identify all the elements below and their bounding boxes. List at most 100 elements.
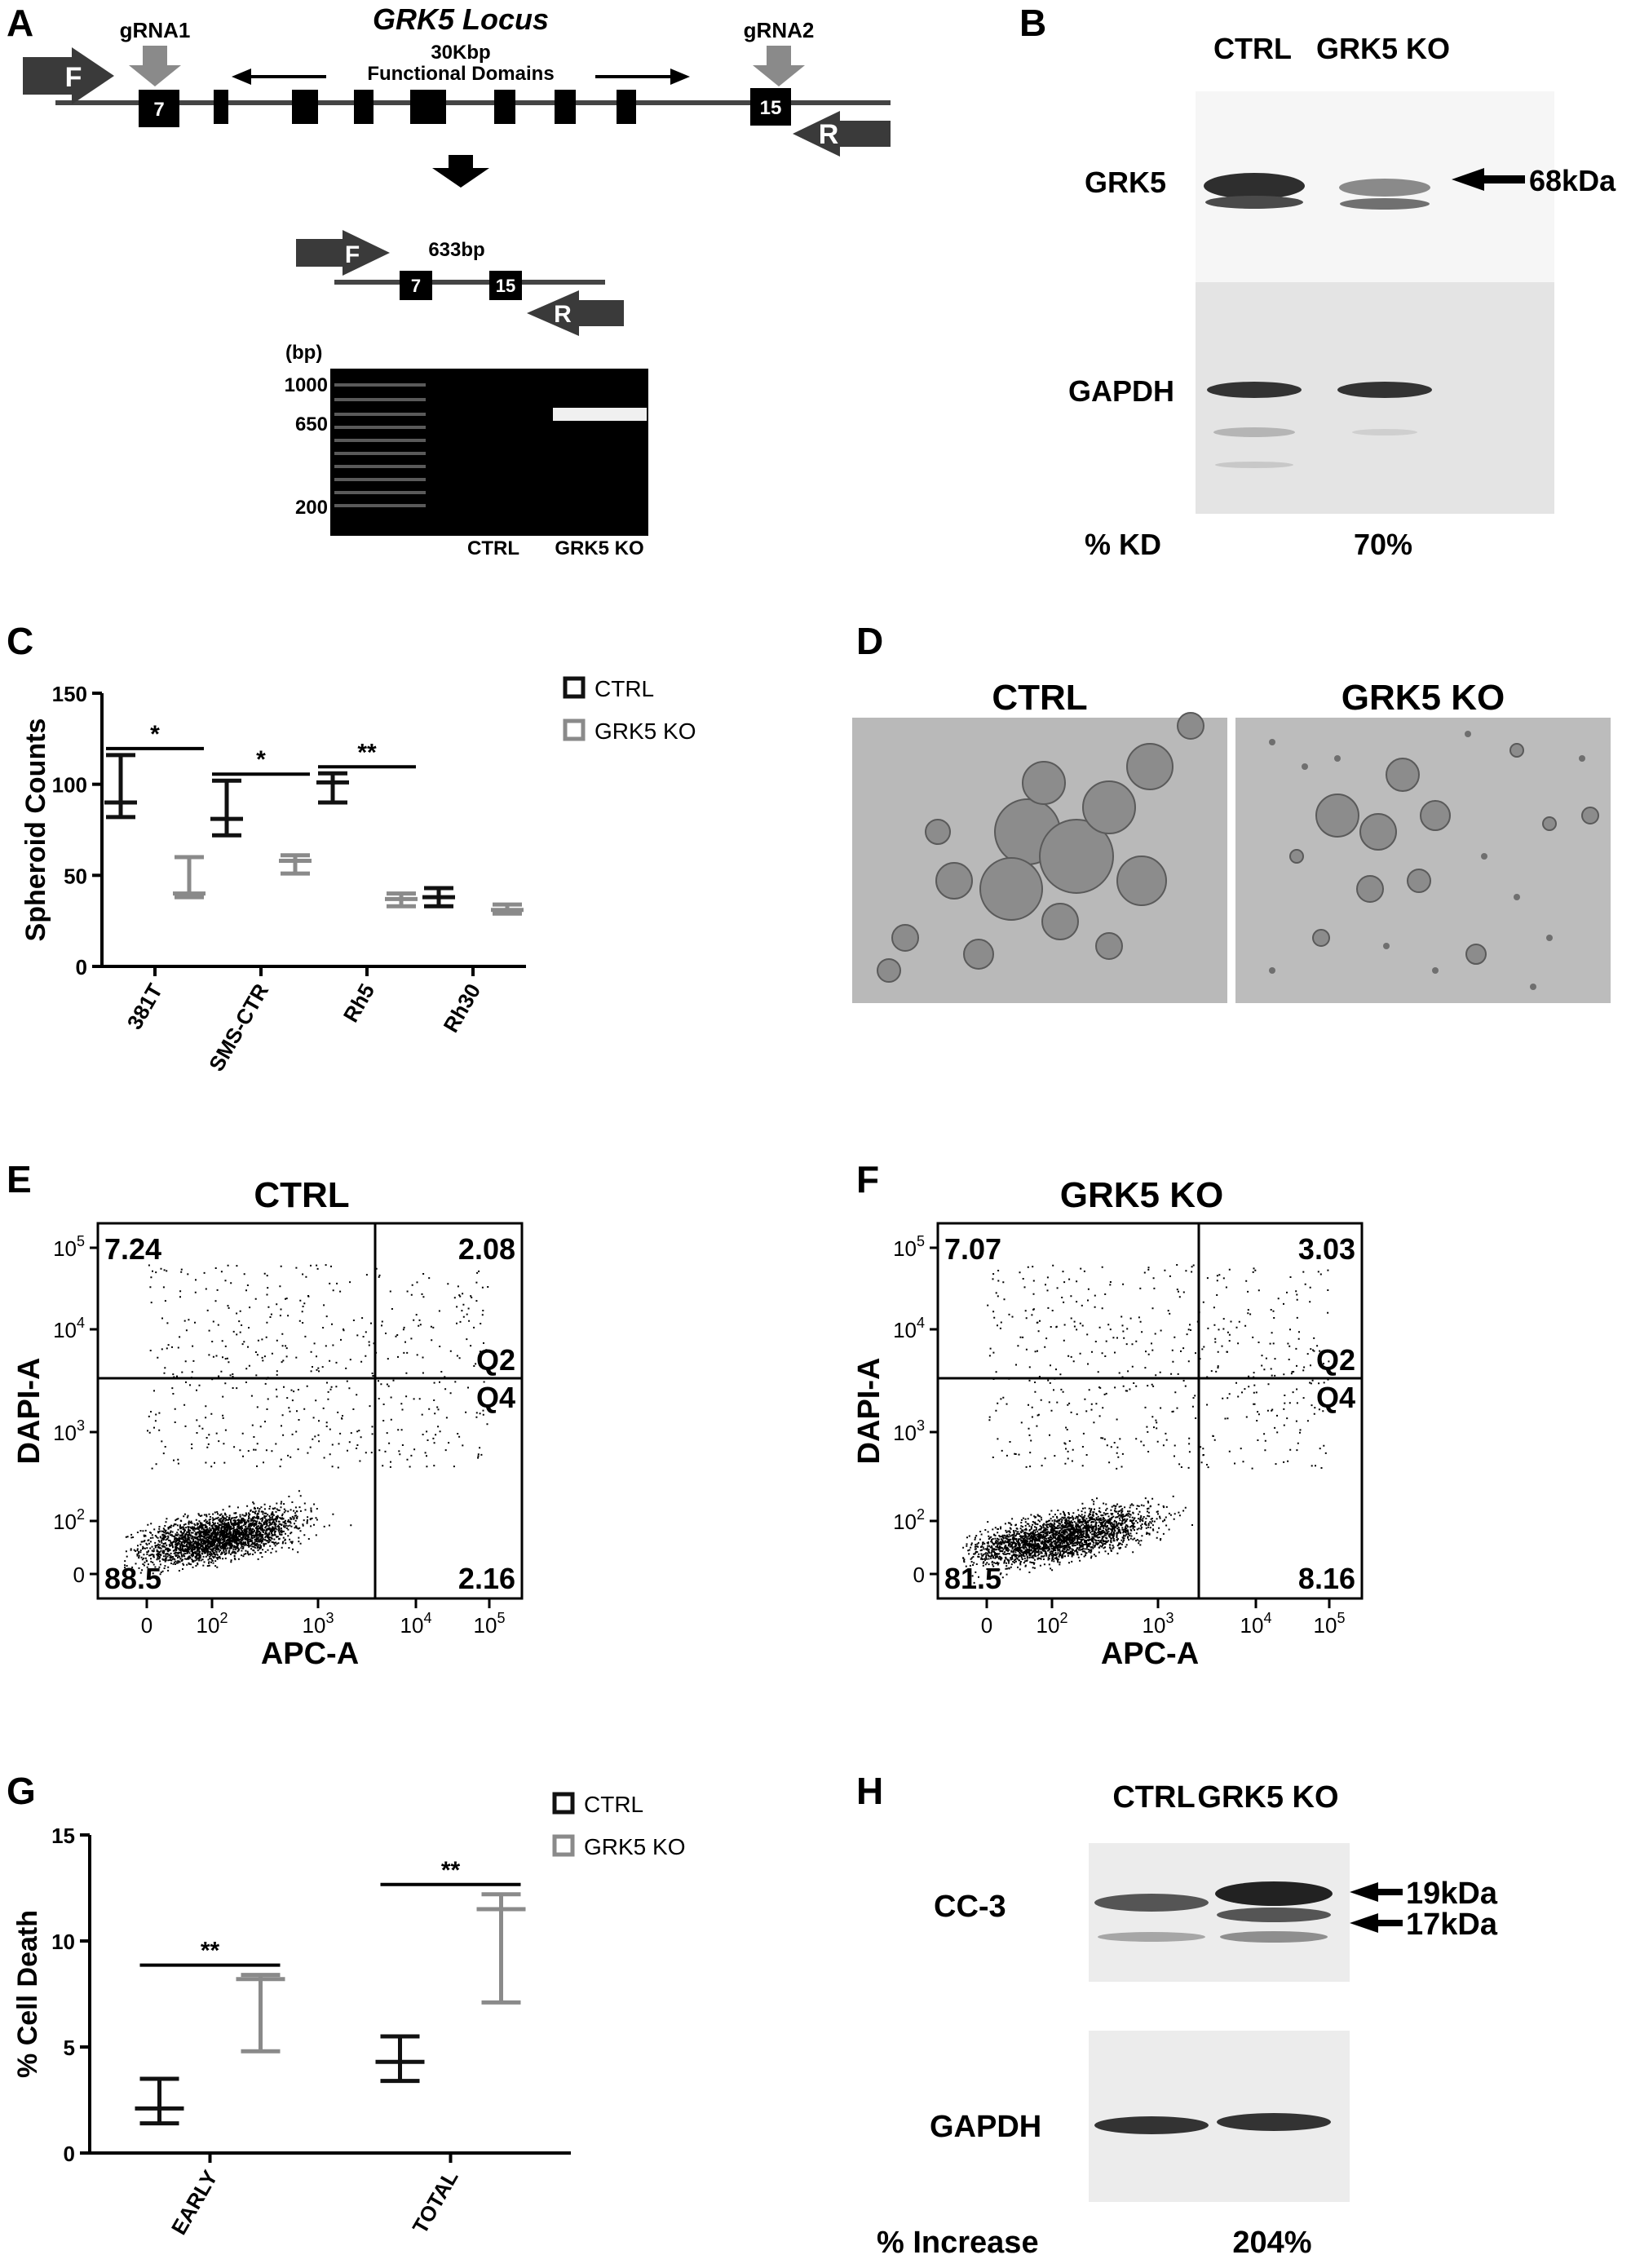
flow-f-x-tick-label: 104: [1240, 1610, 1272, 1638]
flow-e-x-tick-label: 105: [474, 1610, 506, 1638]
flow-e-events: [124, 1264, 489, 1576]
primer-f-arrow-2: [296, 230, 390, 276]
panel-f: F GRK5 KO 7.07 3.03 81.5 8.16 Q2 Q4 APC-…: [852, 1158, 1364, 1671]
chart-g-legend-label: GRK5 KO: [584, 1834, 685, 1859]
flow-f-ylabel: DAPI-A: [852, 1358, 886, 1465]
marker-arrow-17: [1350, 1913, 1403, 1933]
flow-f-gate-q2: Q2: [1316, 1343, 1355, 1377]
increase-label: % Increase: [877, 2226, 1039, 2260]
chart-c-errorbar-ko: [491, 902, 524, 916]
flow-e-q1: 7.24: [104, 1232, 161, 1266]
flow-e-x-tick-label: 103: [303, 1610, 334, 1638]
exon-block: [617, 90, 636, 124]
chart-g-y-tick-label: 15: [51, 1824, 75, 1848]
product-size: 633bp: [428, 239, 484, 261]
chart-g-category-label: TOTAL: [408, 2166, 463, 2238]
chart-c-errorbar-ctrl: [210, 778, 243, 838]
flow-e-title: CTRL: [254, 1175, 349, 1215]
marker-19kda: 19kDa: [1406, 1877, 1498, 1911]
chart-c-legend-swatch: [563, 718, 586, 741]
exon-block: [214, 90, 228, 124]
gel-lane-ctrl: CTRL: [467, 537, 519, 559]
primer-r-label-2: R: [554, 301, 572, 328]
blot-h-lane-ko: GRK5 KO: [1197, 1780, 1338, 1815]
chart-g-category-label: EARLY: [166, 2166, 223, 2239]
chart-c-legend-swatch: [563, 676, 586, 699]
ladder-200: 200: [295, 497, 328, 519]
gel-unit: (bp): [285, 342, 322, 364]
chart-c-errorbar-ko: [279, 853, 312, 876]
flow-f-y-tick-label: 102: [893, 1506, 925, 1534]
kd-value: 70%: [1354, 528, 1412, 561]
panel-e: E CTRL 7.24 2.08 88.5 2.16 Q2 Q4 APC-A D…: [7, 1158, 524, 1671]
chart-g-errorbar-ctrl: [375, 2034, 425, 2084]
flow-f-xlabel: APC-A: [1101, 1637, 1199, 1671]
chart-g-sig-mark: **: [441, 1857, 461, 1884]
flow-e-y-tick-label: 105: [53, 1233, 85, 1261]
chart-g-y-label: % Cell Death: [12, 1910, 43, 2078]
marker-arrow-19: [1350, 1882, 1403, 1902]
flow-f-events: [962, 1264, 1330, 1584]
primer-f-label-2: F: [345, 241, 360, 268]
flow-f-x-tick-label: 102: [1037, 1610, 1068, 1638]
panel-letter-c: C: [7, 620, 33, 662]
exon-7: [139, 90, 179, 127]
marker-17kda: 17kDa: [1406, 1908, 1498, 1942]
exon-15-deleted-label: 15: [496, 276, 515, 296]
grna2-arrow: [753, 46, 805, 86]
chart-g-y-tick-label: 10: [51, 1930, 75, 1954]
chart-c-errorbar-ctrl: [422, 886, 455, 909]
panel-letter-b: B: [1019, 2, 1046, 44]
blot-b-row-grk5: GRK5: [1085, 166, 1166, 199]
chart-c-y-tick-label: 100: [52, 773, 87, 798]
panel-letter-g: G: [7, 1770, 36, 1812]
exon-15: [750, 88, 791, 126]
flow-f-y-tick-label: 103: [893, 1417, 925, 1445]
chart-c-category-label: Rh5: [338, 979, 380, 1027]
chart-c-y-label: Spheroid Counts: [20, 718, 51, 942]
panel-a: A F gRNA1 7 15 GRK5 Locus 30Kbp Function…: [7, 2, 891, 559]
exon-15-deleted: [489, 271, 522, 300]
primer-r-label: R: [819, 119, 839, 150]
blot-h-lane-ctrl: CTRL: [1112, 1780, 1195, 1815]
flow-f-gate-q4: Q4: [1316, 1381, 1355, 1414]
chart-c-category-label: SMS-CTR: [204, 979, 273, 1076]
chart-c-errorbar-ctrl: [104, 753, 137, 820]
blot-b-lane-ctrl: CTRL: [1213, 32, 1292, 65]
chart-g-errorbar-ko: [236, 1973, 285, 2054]
flow-e-x-tick-label: 0: [141, 1613, 152, 1638]
chart-g-legend-swatch: [552, 1792, 575, 1815]
flow-f-y-tick-label: 105: [893, 1233, 925, 1261]
spheroid-title-ctrl: CTRL: [992, 678, 1087, 718]
exon-block: [494, 90, 515, 124]
chart-g-sig-mark: **: [201, 1938, 220, 1965]
chart-c-errorbar-ctrl: [316, 771, 349, 805]
flow-e-y-tick-label: 102: [53, 1506, 85, 1534]
panel-letter-d: D: [856, 620, 883, 662]
chart-c-sig-mark: *: [256, 746, 266, 773]
flow-e-y-tick-label: 0: [73, 1563, 85, 1587]
grna2-label: gRNA2: [744, 18, 815, 42]
gapdh-blot-h: [1089, 2031, 1350, 2202]
chart-c-legend-label: CTRL: [594, 676, 654, 701]
panel-g: G 0 5 10 15 % Cell Death EARLY ** TOTAL ** CTRL GR…: [7, 1770, 685, 2239]
spheroid-image-ctrl: [852, 712, 1227, 1003]
flow-e-x-tick-label: 102: [197, 1610, 228, 1638]
flow-f-q4: 8.16: [1298, 1562, 1355, 1595]
exon-block: [354, 90, 373, 124]
locus-title: GRK5 Locus: [373, 2, 549, 36]
flow-f-q2: 3.03: [1298, 1232, 1355, 1266]
spheroid-title-ko: GRK5 KO: [1341, 678, 1505, 718]
ladder-1000: 1000: [285, 374, 328, 396]
panel-h: H CTRL GRK5 KO CC-3 GAPDH 19kDa 17kDa % …: [856, 1770, 1498, 2260]
marker-68kda: 68kDa: [1529, 164, 1616, 197]
chart-g-y-tick-label: 0: [64, 2142, 75, 2166]
exon-7-deleted: [400, 271, 432, 300]
flow-f-y-tick-label: 0: [913, 1563, 925, 1587]
exon-block: [410, 90, 446, 124]
flow-f-plot-area: [936, 1222, 1364, 1600]
exon-15-label: 15: [760, 97, 782, 119]
chart-c-errorbar-ko: [173, 855, 206, 900]
exon-block: [555, 90, 576, 124]
chart-c-y-tick-label: 0: [76, 955, 87, 979]
